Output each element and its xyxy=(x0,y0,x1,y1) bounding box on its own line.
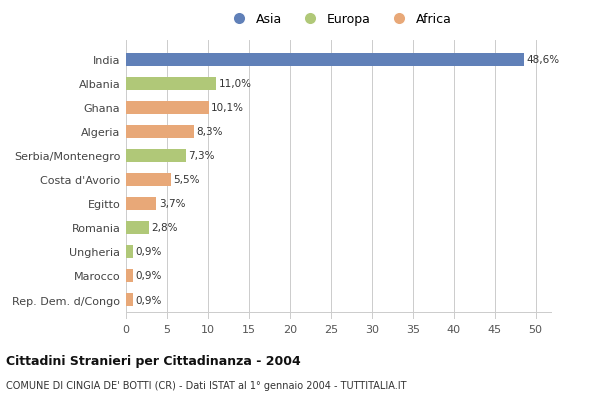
Text: 0,9%: 0,9% xyxy=(136,247,162,257)
Bar xyxy=(126,101,209,115)
Bar xyxy=(126,126,194,139)
Bar xyxy=(126,54,524,67)
Text: 0,9%: 0,9% xyxy=(136,271,162,281)
Bar xyxy=(126,173,171,187)
Text: 11,0%: 11,0% xyxy=(218,79,251,89)
Text: 10,1%: 10,1% xyxy=(211,103,244,113)
Text: 8,3%: 8,3% xyxy=(196,127,223,137)
Legend: Asia, Europa, Africa: Asia, Europa, Africa xyxy=(221,8,457,31)
Text: COMUNE DI CINGIA DE' BOTTI (CR) - Dati ISTAT al 1° gennaio 2004 - TUTTITALIA.IT: COMUNE DI CINGIA DE' BOTTI (CR) - Dati I… xyxy=(6,380,407,390)
Bar xyxy=(126,269,133,282)
Text: 5,5%: 5,5% xyxy=(173,175,200,185)
Bar xyxy=(126,197,157,211)
Bar xyxy=(126,245,133,258)
Bar xyxy=(126,221,149,234)
Bar xyxy=(126,78,216,91)
Text: 3,7%: 3,7% xyxy=(159,199,185,209)
Text: 48,6%: 48,6% xyxy=(527,55,560,65)
Bar xyxy=(126,293,133,306)
Text: Cittadini Stranieri per Cittadinanza - 2004: Cittadini Stranieri per Cittadinanza - 2… xyxy=(6,354,301,367)
Text: 2,8%: 2,8% xyxy=(151,223,178,233)
Text: 0,9%: 0,9% xyxy=(136,295,162,305)
Bar xyxy=(126,149,186,163)
Text: 7,3%: 7,3% xyxy=(188,151,215,161)
